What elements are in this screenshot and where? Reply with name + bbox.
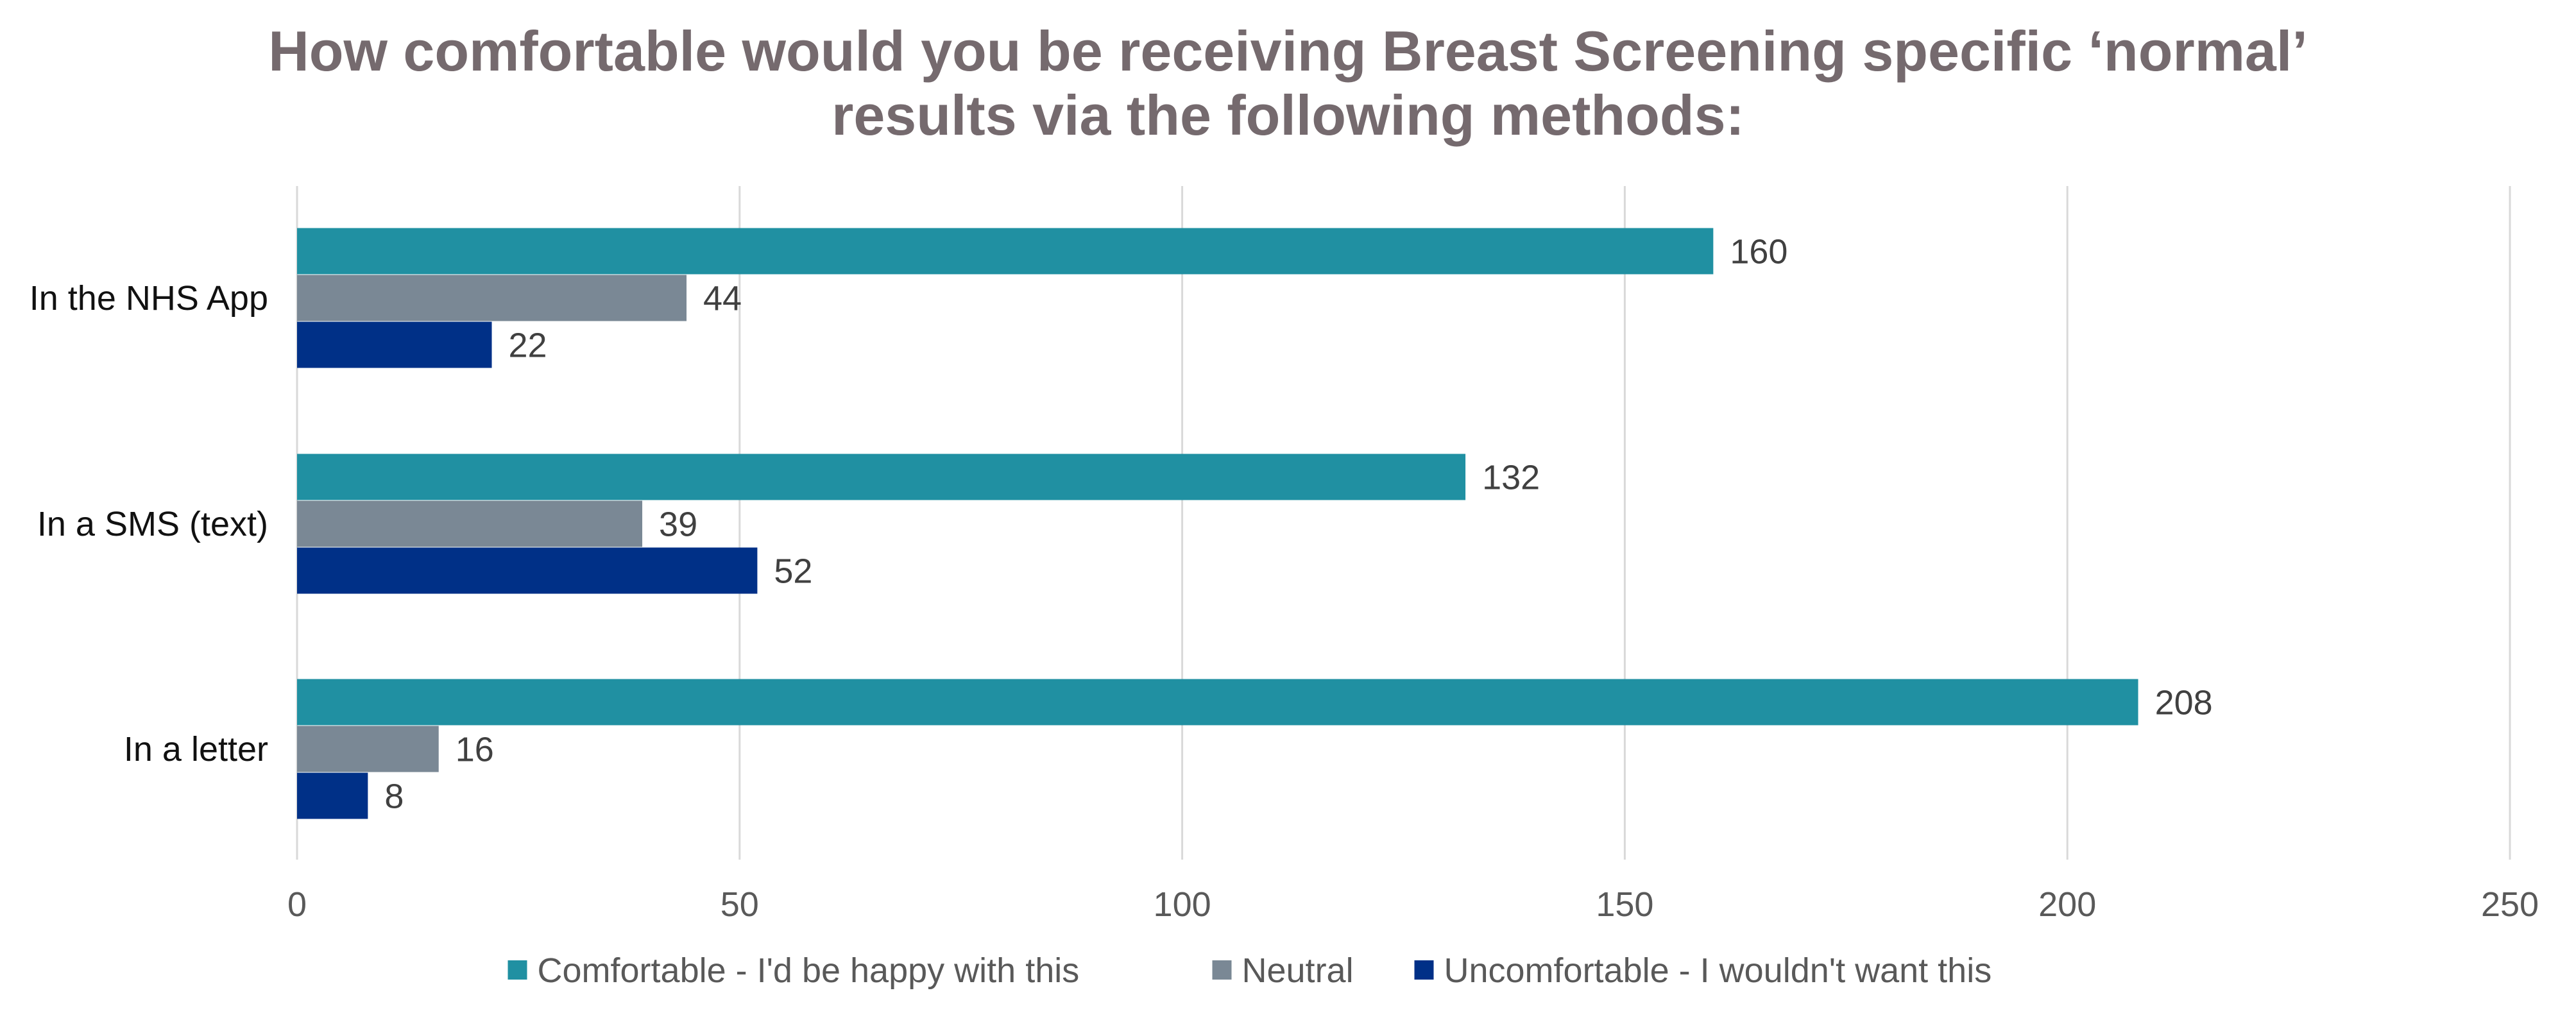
data-label: 8: [384, 778, 404, 816]
x-tick-label: 250: [2481, 885, 2539, 924]
bar: [297, 726, 439, 772]
data-label: 39: [659, 506, 697, 544]
bar: [297, 275, 687, 321]
legend-label: Neutral: [1242, 951, 1354, 990]
data-label: 52: [774, 552, 812, 591]
category-label: In a SMS (text): [37, 505, 268, 543]
legend-swatch: [1212, 960, 1232, 980]
bar: [297, 228, 1714, 275]
bar: [297, 321, 492, 368]
chart-title: How comfortable would you be receiving B…: [0, 19, 2576, 148]
chart-title-line-2: results via the following methods:: [832, 83, 1744, 147]
data-labels: 160 44 22 132 39 52 208 16 8: [384, 233, 2212, 816]
x-tick-label: 100: [1154, 885, 1211, 924]
legend: Comfortable - I'd be happy with this Neut…: [508, 951, 1992, 990]
legend-label: Uncomfortable - I wouldn't want this: [1444, 951, 1992, 990]
bar: [297, 500, 643, 547]
bar: [297, 454, 1466, 500]
data-label: 160: [1730, 233, 1787, 271]
data-label: 44: [703, 280, 742, 318]
x-tick-label: 150: [1596, 885, 1653, 924]
data-label: 208: [2155, 684, 2213, 722]
axis: 0 50 100 150 200 250 In the NHS App In a SMS (t…: [30, 279, 2539, 924]
x-tick-label: 50: [721, 885, 759, 924]
bars: [297, 228, 2138, 819]
data-label: 22: [509, 327, 547, 365]
chart-title-line-1: How comfortable would you be receiving B…: [268, 19, 2308, 83]
data-label: 132: [1482, 459, 1540, 497]
bar: [297, 547, 758, 594]
legend-swatch: [508, 960, 527, 980]
legend-swatch: [1414, 960, 1434, 980]
category-label: In the NHS App: [30, 279, 268, 318]
legend-label: Comfortable - I'd be happy with this: [538, 951, 1080, 990]
x-tick-label: 200: [2038, 885, 2096, 924]
category-label: In a letter: [124, 730, 268, 769]
data-label: 16: [456, 731, 494, 769]
x-tick-label: 0: [287, 885, 307, 924]
bar: [297, 772, 368, 819]
bar: [297, 679, 2138, 726]
